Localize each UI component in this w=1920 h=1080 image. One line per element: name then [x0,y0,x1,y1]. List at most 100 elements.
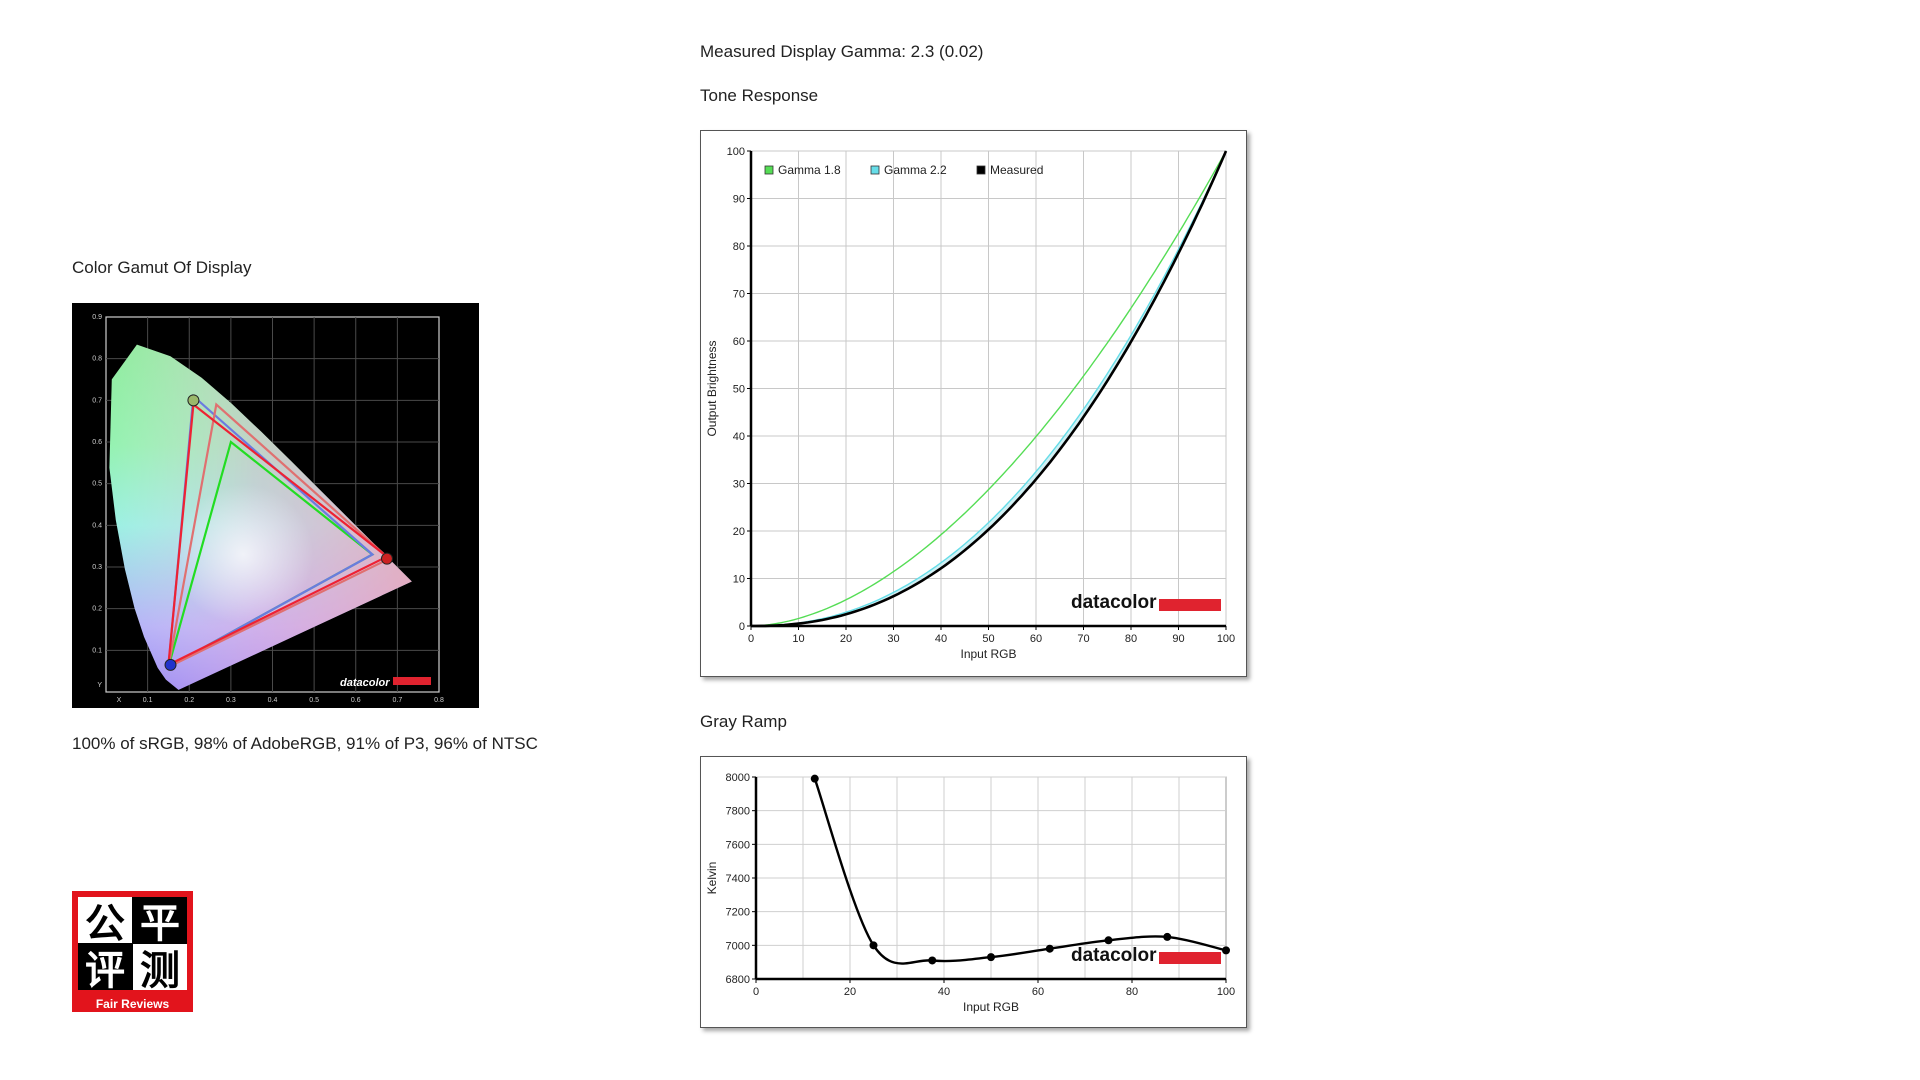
tone-x-tick-label: 0 [748,633,754,645]
gray-y-tick-label: 7000 [726,940,750,952]
tone-y-tick-label: 40 [733,431,745,443]
gamut-brand-bar [393,677,431,685]
gray-x-tick-label: 80 [1126,986,1138,998]
tone-x-tick-label: 90 [1172,633,1184,645]
tone-x-tick-label: 70 [1077,633,1089,645]
tone-x-tick-label: 30 [887,633,899,645]
gamut-x-tick-label: 0.6 [351,697,361,704]
tone-x-tick-label: 10 [792,633,804,645]
tone-y-tick-label: 50 [733,384,745,396]
gray-y-tick-label: 8000 [726,772,750,784]
tone-series-gamma-2-2 [751,150,1227,627]
gamut-x-tick-label: 0.3 [226,697,236,704]
gray-x-tick-label: 20 [844,986,856,998]
color-gamut-chart: 0.1 0.2 0.3 0.4 0.5 0.6 0.7 0.8 0.1 0.2 0.3 0.4 0.5 0… [72,303,479,708]
tone-x-tick-label: 50 [982,633,994,645]
gamut-y-tick-label: 0.5 [92,481,102,488]
gamut-x-axis-letter: X [117,697,122,704]
tone-y-tick-label: 20 [733,526,745,538]
gray-ramp-plot: 0 20 40 60 80 100 6800 7000 7200 7400 7600 7800 8000… [705,772,1235,1014]
gamut-y-axis-letter: Y [97,682,102,689]
gamut-y-tick-label: 0.1 [92,647,102,654]
spectral-locus [109,344,412,690]
gamut-y-tick-label: 0.6 [92,439,102,446]
gamut-triangle [167,402,390,667]
tone-y-tick-label: 100 [727,146,745,158]
tone-series-measured [751,150,1228,628]
tone-legend-label: Measured [990,163,1043,177]
gamut-diagram: 0.1 0.2 0.3 0.4 0.5 0.6 0.7 0.8 0.1 0.2 0.3 0.4 0.5 0… [92,314,444,704]
tone-response-title: Tone Response [700,86,819,105]
gamut-primary-marker [164,658,177,671]
tone-legend-swatch [870,165,880,175]
tone-x-tick-label: 40 [935,633,947,645]
tone-response-plot: 0 10 20 30 40 50 60 70 80 90 100 0 10 20 30 40 50 60 70 80 9… [705,146,1235,661]
gamut-title: Color Gamut Of Display [72,258,252,277]
gamut-primary-marker [380,552,393,565]
gray-ramp-point [1045,944,1054,953]
tone-brand-bar [1159,599,1221,611]
gamut-x-tick-label: 0.1 [143,697,153,704]
gamut-triangle [166,402,392,669]
gamut-y-tick-label: 0.4 [92,522,102,529]
gray-ramp-point [928,956,937,965]
gray-y-tick-label: 7600 [726,839,750,851]
gamut-y-tick-label: 0.2 [92,606,102,613]
tone-y-tick-label: 70 [733,289,745,301]
tone-x-tick-label: 80 [1125,633,1137,645]
gray-ramp-title: Gray Ramp [700,712,787,731]
tone-y-tick-label: 80 [733,241,745,253]
gamut-x-tick-label: 0.7 [393,697,403,704]
gray-y-axis-label: Kelvin [705,862,719,895]
gamut-y-tick-label: 0.9 [92,314,102,321]
gray-ramp-point [1163,932,1172,941]
tone-y-tick-label: 0 [739,621,745,633]
logo-char-2: 平 [133,897,187,947]
tone-y-tick-label: 30 [733,479,745,491]
tone-legend-swatch [764,165,774,175]
gray-ramp-point [1104,936,1113,945]
gamut-y-tick-label: 0.8 [92,356,102,363]
tone-legend-swatch [976,165,986,175]
gray-x-tick-label: 0 [753,986,759,998]
gray-ramp-chart: 0 20 40 60 80 100 6800 7000 7200 7400 7600 7800 8000… [700,756,1247,1028]
logo-char-3: 评 [78,944,132,994]
tone-x-tick-label: 100 [1217,633,1235,645]
tone-series-gamma-1-8 [750,150,1227,627]
gray-ramp-point [1222,946,1230,955]
gray-x-tick-label: 40 [938,986,950,998]
tone-y-tick-label: 10 [733,574,745,586]
gamut-x-tick-label: 0.8 [434,697,444,704]
gray-ramp-point [869,941,878,950]
gamut-caption: 100% of sRGB, 98% of AdobeRGB, 91% of P3… [72,734,538,753]
logo-tagline: Fair Reviews [95,997,170,1011]
gamut-x-tick-label: 0.5 [309,697,319,704]
tone-response-chart: 0 10 20 30 40 50 60 70 80 90 100 0 10 20 30 40 50 60 70 80 9… [700,130,1247,677]
tone-y-axis-label: Output Brightness [705,340,719,436]
gamma-heading: Measured Display Gamma: 2.3 (0.02) [700,42,984,61]
gray-y-tick-label: 6800 [726,974,750,986]
gamut-x-tick-label: 0.4 [268,697,278,704]
tone-legend-label: Gamma 2.2 [884,163,947,177]
gray-brand: datacolor [1071,945,1157,966]
gray-ramp-point [810,774,819,783]
tone-x-tick-label: 20 [840,633,852,645]
tone-x-axis-label: Input RGB [960,647,1016,661]
tone-brand: datacolor [1071,592,1157,613]
gray-ramp-point [987,953,995,962]
gamut-y-tick-label: 0.3 [92,564,102,571]
gray-x-axis-label: Input RGB [963,1000,1019,1014]
tone-legend-label: Gamma 1.8 [778,163,841,177]
gray-x-tick-label: 100 [1217,986,1235,998]
logo-char-4: 测 [133,944,187,994]
gray-brand-bar [1159,952,1221,964]
gray-datacolor-logo: datacolor [1071,945,1221,966]
gray-y-tick-label: 7400 [726,873,750,885]
gray-y-tick-label: 7200 [726,907,750,919]
gamut-y-tick-label: 0.7 [92,397,102,404]
tone-x-tick-label: 60 [1030,633,1042,645]
fair-reviews-logo: 公 平 评 测 Fair Reviews [72,891,193,1012]
gray-y-tick-label: 7800 [726,806,750,818]
logo-char-1: 公 [78,897,132,947]
gray-x-tick-label: 60 [1032,986,1044,998]
